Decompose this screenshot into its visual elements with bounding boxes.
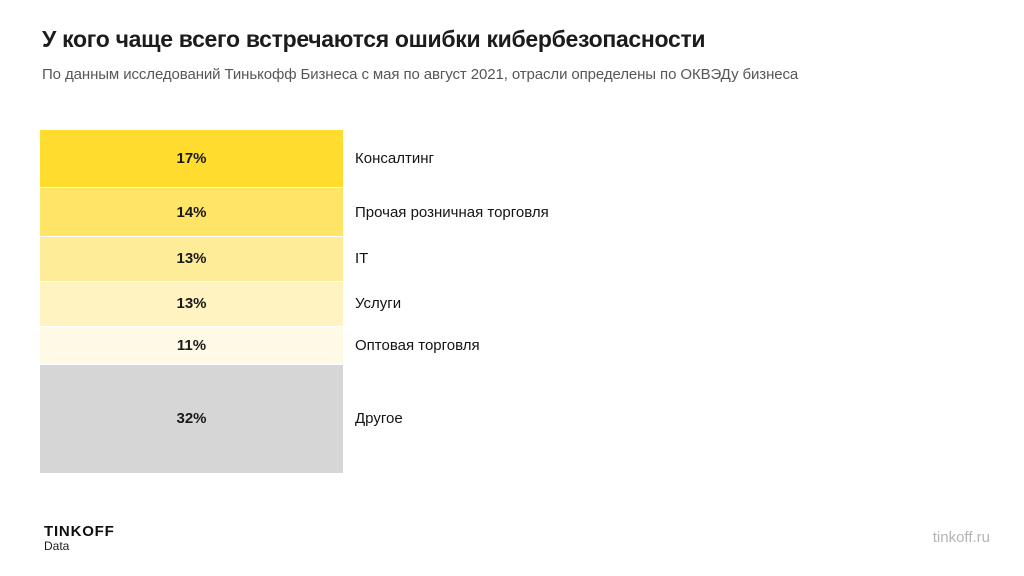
bar-value-label: 13% <box>176 250 207 268</box>
bar-category-label: IT <box>355 250 369 268</box>
bar-value-label: 13% <box>176 295 207 313</box>
bar-segment: 13% <box>40 281 343 326</box>
bar-value-label: 14% <box>176 203 207 221</box>
chart-row: 14% Прочая розничная торговля <box>40 188 680 236</box>
chart-row: 13% Услуги <box>40 281 680 326</box>
bar-category-label: Консалтинг <box>355 150 434 168</box>
chart-row: 32% Другое <box>40 364 680 473</box>
page-title: У кого чаще всего встречаются ошибки киб… <box>42 26 706 52</box>
bar-value-label: 11% <box>176 336 207 354</box>
site-watermark: tinkoff.ru <box>932 529 990 546</box>
industry-share-chart: 17% Консалтинг 14% Прочая розничная торговл… <box>40 130 680 474</box>
bar-segment: 32% <box>40 364 343 473</box>
chart-row: 13% IT <box>40 236 680 281</box>
bar-value-label: 17% <box>176 150 207 168</box>
bar-segment: 11% <box>40 326 343 364</box>
bar-category-label: Услуги <box>355 295 402 313</box>
bar-category-label: Прочая розничная торговля <box>355 203 549 221</box>
page-subtitle: По данным исследований Тинькофф Бизнеса … <box>42 66 799 83</box>
bar-segment: 13% <box>40 236 343 281</box>
tinkoff-logo: TINKOFF <box>44 523 115 540</box>
bar-value-label: 32% <box>176 410 207 428</box>
bar-segment: 17% <box>40 130 343 188</box>
tinkoff-logo-sub: Data <box>44 539 70 553</box>
bar-category-label: Другое <box>355 410 403 428</box>
bar-category-label: Оптовая торговля <box>355 336 480 354</box>
chart-row: 11% Оптовая торговля <box>40 326 680 364</box>
chart-row: 17% Консалтинг <box>40 130 680 188</box>
bar-segment: 14% <box>40 188 343 236</box>
